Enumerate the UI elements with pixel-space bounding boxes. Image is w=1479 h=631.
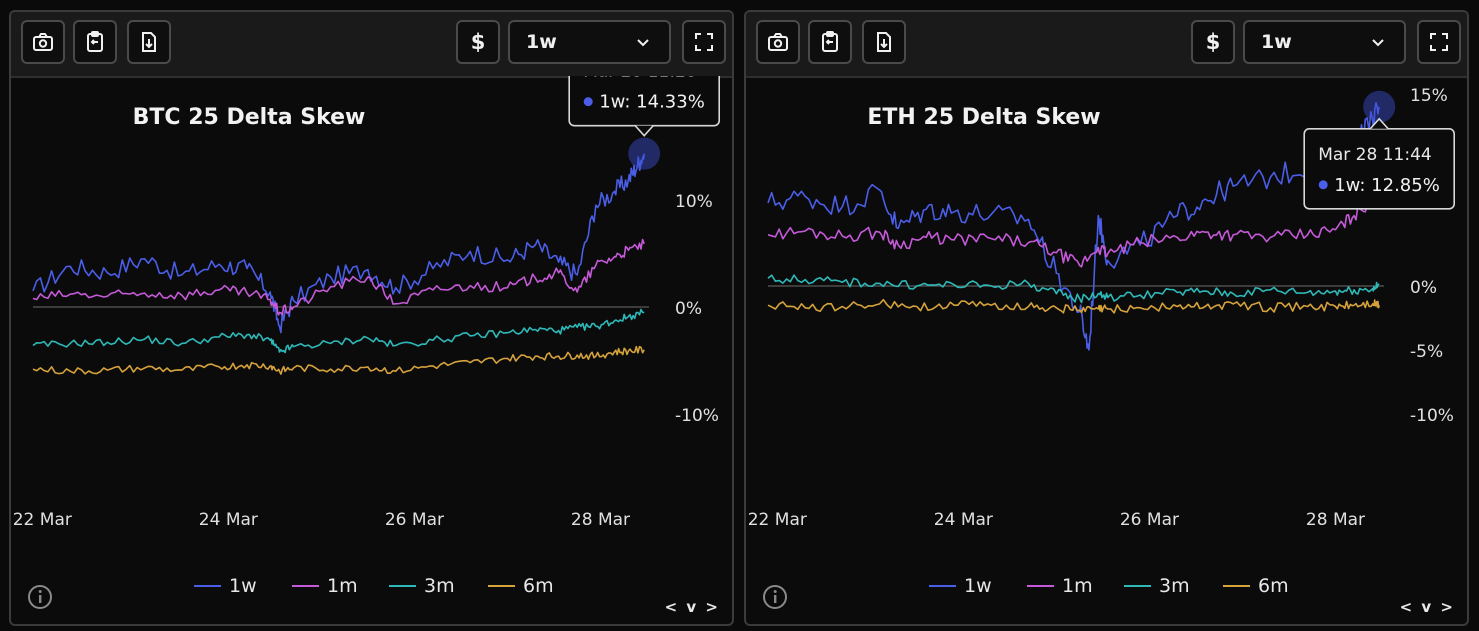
x-tick-label: 26 Mar	[385, 510, 444, 530]
chart-toolbar: $ 1w	[11, 12, 732, 78]
x-tick-label: 26 Mar	[1120, 510, 1179, 530]
x-tick-label: 28 Mar	[571, 510, 630, 530]
x-tick-label: 24 Mar	[934, 510, 993, 530]
chevron-down-icon	[1372, 39, 1384, 47]
legend-label-3m: 3m	[1159, 575, 1190, 597]
x-tick-label: 22 Mar	[748, 510, 807, 530]
legend-label-1m: 1m	[1062, 575, 1093, 597]
y-tick-label: -5%	[1410, 342, 1443, 362]
range-select-value: 1w	[526, 31, 557, 53]
range-select[interactable]: 1w	[508, 20, 671, 64]
tooltip-value: 1w: 12.85%	[1334, 175, 1440, 196]
file-download-icon	[142, 32, 156, 52]
clipboard-copy-icon	[87, 31, 103, 52]
copy-button[interactable]	[73, 20, 117, 64]
hover-marker	[1363, 90, 1396, 123]
legend-label-6m: 6m	[523, 575, 554, 597]
tooltip-time: Mar 28 11:28	[583, 76, 697, 82]
chart-nav-control[interactable]: < v >	[1399, 598, 1455, 616]
y-tick-label: 0%	[675, 299, 702, 319]
chevron-down-icon	[637, 39, 649, 47]
screenshot-button[interactable]	[21, 20, 65, 64]
range-select-value: 1w	[1261, 31, 1292, 53]
legend-label-1m: 1m	[327, 575, 358, 597]
tooltip-dot	[583, 97, 593, 107]
currency-button[interactable]: $	[456, 20, 500, 64]
tooltip-value: 1w: 14.33%	[599, 92, 705, 113]
currency-button[interactable]: $	[1191, 20, 1235, 64]
btc-skew-panel: $ 1w BTC 25 Delta Skew 10% 0% -10% 22 Mar 24 …	[9, 10, 734, 626]
tooltip: Mar 28 11:28 1w: 14.33%	[568, 76, 721, 137]
y-tick-label: 15%	[1410, 86, 1448, 106]
x-tick-label: 24 Mar	[199, 510, 258, 530]
chart-title: BTC 25 Delta Skew	[133, 105, 366, 130]
camera-icon	[33, 33, 53, 51]
copy-button[interactable]	[808, 20, 852, 64]
fullscreen-icon	[695, 33, 713, 51]
tooltip-time: Mar 28 11:44	[1318, 145, 1432, 165]
series-line-3m	[32, 308, 645, 354]
info-icon[interactable]	[762, 584, 788, 610]
info-icon[interactable]	[27, 584, 53, 610]
tooltip-pointer	[1369, 117, 1389, 130]
currency-label: $	[470, 30, 486, 54]
tooltip-dot	[1318, 180, 1328, 190]
series-line-1w	[32, 153, 645, 334]
x-tick-label: 22 Mar	[13, 510, 72, 530]
legend-label-1w: 1w	[964, 575, 992, 597]
legend-label-3m: 3m	[424, 575, 455, 597]
fullscreen-button[interactable]	[1417, 20, 1461, 64]
chart-area: BTC 25 Delta Skew 10% 0% -10% 22 Mar 24 Mar 26…	[13, 76, 721, 597]
y-tick-label: 0%	[1410, 278, 1437, 298]
series-line-6m	[767, 298, 1380, 314]
fullscreen-button[interactable]	[682, 20, 726, 64]
clipboard-copy-icon	[822, 31, 838, 52]
download-button[interactable]	[862, 20, 906, 64]
eth-skew-panel: $ 1w ETH 25 Delta Skew 15% 0% -5% -10% 22 Mar…	[744, 10, 1469, 626]
fullscreen-icon	[1430, 33, 1448, 51]
series-line-1m	[767, 191, 1380, 268]
x-tick-label: 28 Mar	[1306, 510, 1365, 530]
chart-nav-control[interactable]: < v >	[664, 598, 720, 616]
series-line-1m	[32, 238, 645, 316]
y-tick-label: -10%	[1410, 406, 1454, 426]
chart-toolbar: $ 1w	[746, 12, 1467, 78]
y-tick-label: 10%	[675, 192, 713, 212]
range-select[interactable]: 1w	[1243, 20, 1406, 64]
series-line-1w	[767, 102, 1380, 351]
camera-icon	[768, 33, 788, 51]
currency-label: $	[1205, 30, 1221, 54]
screenshot-button[interactable]	[756, 20, 800, 64]
download-button[interactable]	[127, 20, 171, 64]
tooltip: Mar 28 11:44 1w: 12.85%	[1303, 117, 1456, 210]
series-line-3m	[767, 274, 1380, 304]
series-line-6m	[32, 345, 645, 375]
hover-marker	[628, 137, 661, 170]
tooltip-pointer	[634, 125, 654, 137]
tooltip-box	[1303, 127, 1456, 210]
file-download-icon	[877, 32, 891, 52]
chart-area: ETH 25 Delta Skew 15% 0% -5% -10% 22 Mar 24 Ma…	[748, 86, 1456, 597]
chart-title: ETH 25 Delta Skew	[867, 105, 1100, 130]
y-tick-label: -10%	[675, 406, 719, 426]
legend-label-6m: 6m	[1258, 575, 1289, 597]
legend-label-1w: 1w	[229, 575, 257, 597]
